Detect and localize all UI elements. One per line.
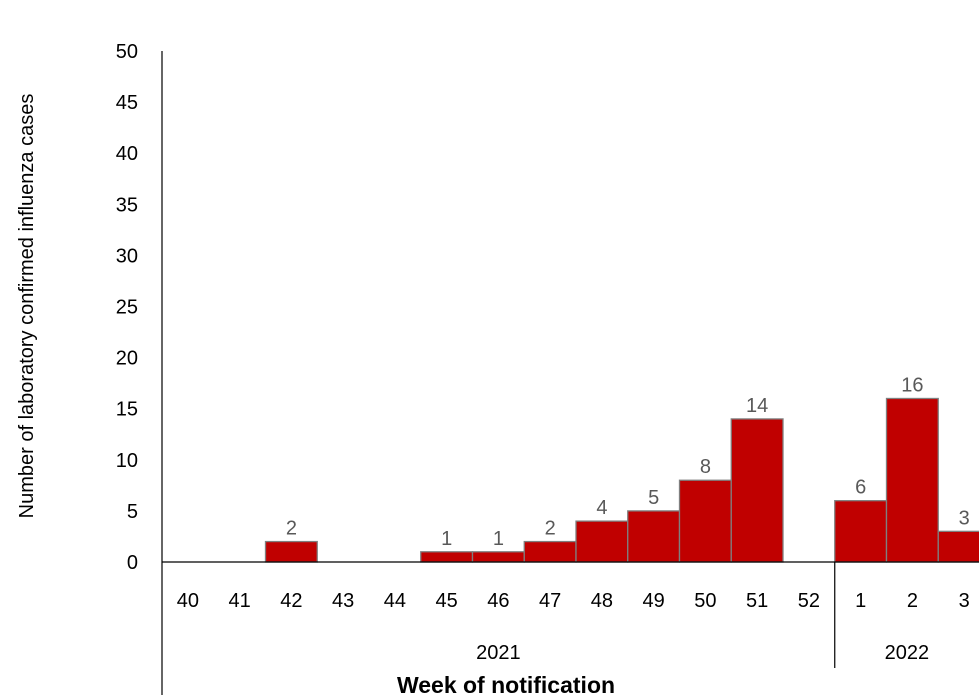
bar xyxy=(471,551,525,563)
data-label: 1 xyxy=(493,528,504,550)
x-tick-label: 47 xyxy=(539,590,561,612)
x-tick-label: 49 xyxy=(643,590,665,612)
x-tick-label: 2 xyxy=(907,590,918,612)
x-tick-label: 42 xyxy=(280,590,302,612)
x-tick-label: 1 xyxy=(855,590,866,612)
bar xyxy=(575,520,629,563)
x-axis-year-groups: 2021 2022 xyxy=(476,562,929,668)
bar xyxy=(834,500,888,563)
y-axis-label: Number of laboratory confirmed influenza… xyxy=(16,94,38,519)
y-tick-label: 30 xyxy=(116,245,138,267)
x-tick-label: 41 xyxy=(229,590,251,612)
bar xyxy=(937,530,979,563)
y-tick-label: 25 xyxy=(116,297,138,319)
x-tick-label: 48 xyxy=(591,590,613,612)
x-tick-label: 51 xyxy=(746,590,768,612)
x-tick-label: 40 xyxy=(177,590,199,612)
y-tick-label: 10 xyxy=(116,450,138,472)
x-axis-ticks: 40 41 42 43 44 45 46 47 48 49 50 51 52 1 2 3 xyxy=(177,590,970,612)
y-tick-label: 0 xyxy=(127,552,138,574)
year-group-label: 2022 xyxy=(885,642,930,664)
x-tick-label: 50 xyxy=(694,590,716,612)
bar xyxy=(885,397,939,563)
x-tick-label: 43 xyxy=(332,590,354,612)
y-tick-label: 5 xyxy=(127,501,138,523)
data-label: 14 xyxy=(746,395,768,417)
data-label: 5 xyxy=(648,487,659,509)
x-tick-label: 52 xyxy=(798,590,820,612)
data-label: 2 xyxy=(286,518,297,540)
data-label: 2 xyxy=(545,518,556,540)
data-label: 4 xyxy=(596,497,607,519)
x-tick-label: 45 xyxy=(436,590,458,612)
data-label: 8 xyxy=(700,456,711,478)
y-tick-label: 20 xyxy=(116,348,138,370)
y-tick-label: 15 xyxy=(116,399,138,421)
bar xyxy=(264,540,318,563)
data-label: 16 xyxy=(901,374,923,396)
bars xyxy=(264,397,979,563)
y-tick-label: 50 xyxy=(116,41,138,63)
bar xyxy=(523,540,577,563)
x-axis-label: Week of notification xyxy=(397,672,615,695)
y-tick-label: 35 xyxy=(116,194,138,216)
x-tick-label: 44 xyxy=(384,590,406,612)
data-label: 3 xyxy=(959,507,970,529)
y-tick-label: 40 xyxy=(116,143,138,165)
y-axis-ticks: 0 5 10 15 20 25 30 35 40 45 50 xyxy=(116,41,138,574)
data-labels: 2 1 1 2 4 5 8 14 6 16 3 xyxy=(286,374,970,549)
bar xyxy=(678,479,732,563)
bar xyxy=(730,418,784,563)
x-tick-label: 3 xyxy=(959,590,970,612)
year-group-label: 2021 xyxy=(476,642,521,664)
bar xyxy=(627,510,681,563)
bar xyxy=(420,551,474,563)
data-label: 1 xyxy=(441,528,452,550)
x-tick-label: 46 xyxy=(487,590,509,612)
y-tick-label: 45 xyxy=(116,92,138,114)
data-label: 6 xyxy=(855,477,866,499)
